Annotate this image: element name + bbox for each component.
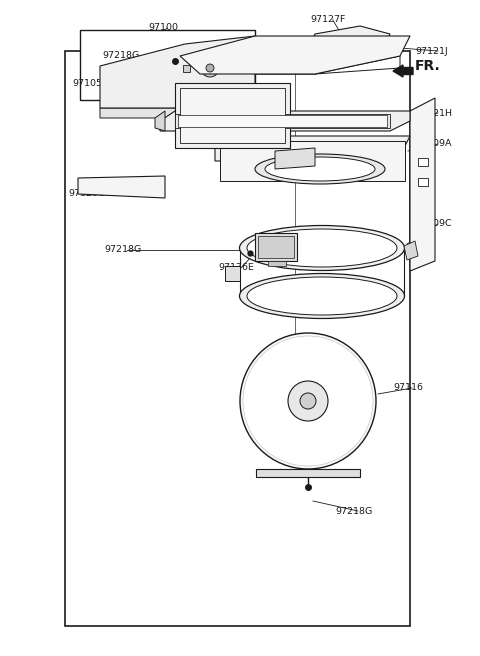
Circle shape bbox=[201, 59, 219, 77]
Ellipse shape bbox=[247, 229, 397, 267]
Text: 97121J: 97121J bbox=[415, 47, 448, 56]
Text: 97632B: 97632B bbox=[202, 134, 239, 142]
Ellipse shape bbox=[265, 157, 375, 181]
Polygon shape bbox=[295, 38, 385, 63]
Polygon shape bbox=[180, 56, 400, 74]
Polygon shape bbox=[160, 111, 410, 131]
Ellipse shape bbox=[240, 226, 405, 270]
Bar bbox=[175, 83, 290, 148]
Circle shape bbox=[206, 64, 214, 72]
Circle shape bbox=[240, 333, 376, 469]
Polygon shape bbox=[155, 111, 165, 131]
Text: 97100: 97100 bbox=[148, 24, 178, 33]
Polygon shape bbox=[100, 36, 255, 108]
Text: 97109C: 97109C bbox=[415, 220, 452, 228]
Text: FR.: FR. bbox=[415, 59, 441, 73]
Polygon shape bbox=[275, 148, 315, 169]
Text: 97124: 97124 bbox=[110, 73, 140, 83]
Text: 97116: 97116 bbox=[393, 384, 423, 392]
Text: 97176E: 97176E bbox=[218, 264, 254, 272]
FancyArrow shape bbox=[393, 65, 413, 77]
Polygon shape bbox=[256, 469, 360, 477]
Ellipse shape bbox=[255, 154, 385, 184]
Bar bbox=[418, 178, 428, 186]
Polygon shape bbox=[404, 241, 418, 260]
Polygon shape bbox=[225, 266, 240, 281]
Ellipse shape bbox=[247, 277, 397, 315]
Bar bbox=[268, 261, 286, 266]
Text: 97127F: 97127F bbox=[310, 16, 346, 24]
Text: 97105C: 97105C bbox=[72, 79, 108, 87]
Polygon shape bbox=[175, 114, 390, 128]
Bar bbox=[80, 30, 255, 100]
Text: 97218G: 97218G bbox=[335, 506, 372, 516]
Circle shape bbox=[288, 381, 328, 421]
Polygon shape bbox=[185, 56, 230, 79]
Polygon shape bbox=[183, 65, 190, 72]
Bar bbox=[65, 51, 410, 626]
Text: 97218G: 97218G bbox=[104, 245, 141, 255]
Ellipse shape bbox=[240, 274, 405, 319]
Polygon shape bbox=[215, 136, 410, 161]
Polygon shape bbox=[310, 26, 390, 52]
Text: 97218G: 97218G bbox=[102, 52, 139, 60]
Circle shape bbox=[243, 336, 373, 466]
Text: 97121H: 97121H bbox=[415, 108, 452, 117]
Bar bbox=[258, 236, 294, 258]
Text: 97109A: 97109A bbox=[415, 140, 452, 148]
Bar bbox=[255, 233, 297, 261]
Bar bbox=[180, 88, 285, 143]
Polygon shape bbox=[180, 36, 410, 74]
Text: 97620C: 97620C bbox=[68, 190, 105, 199]
Circle shape bbox=[300, 393, 316, 409]
Polygon shape bbox=[410, 98, 435, 271]
Bar bbox=[418, 158, 428, 166]
Bar bbox=[178, 115, 387, 127]
Polygon shape bbox=[100, 91, 255, 118]
Polygon shape bbox=[220, 141, 405, 181]
Polygon shape bbox=[78, 176, 165, 198]
